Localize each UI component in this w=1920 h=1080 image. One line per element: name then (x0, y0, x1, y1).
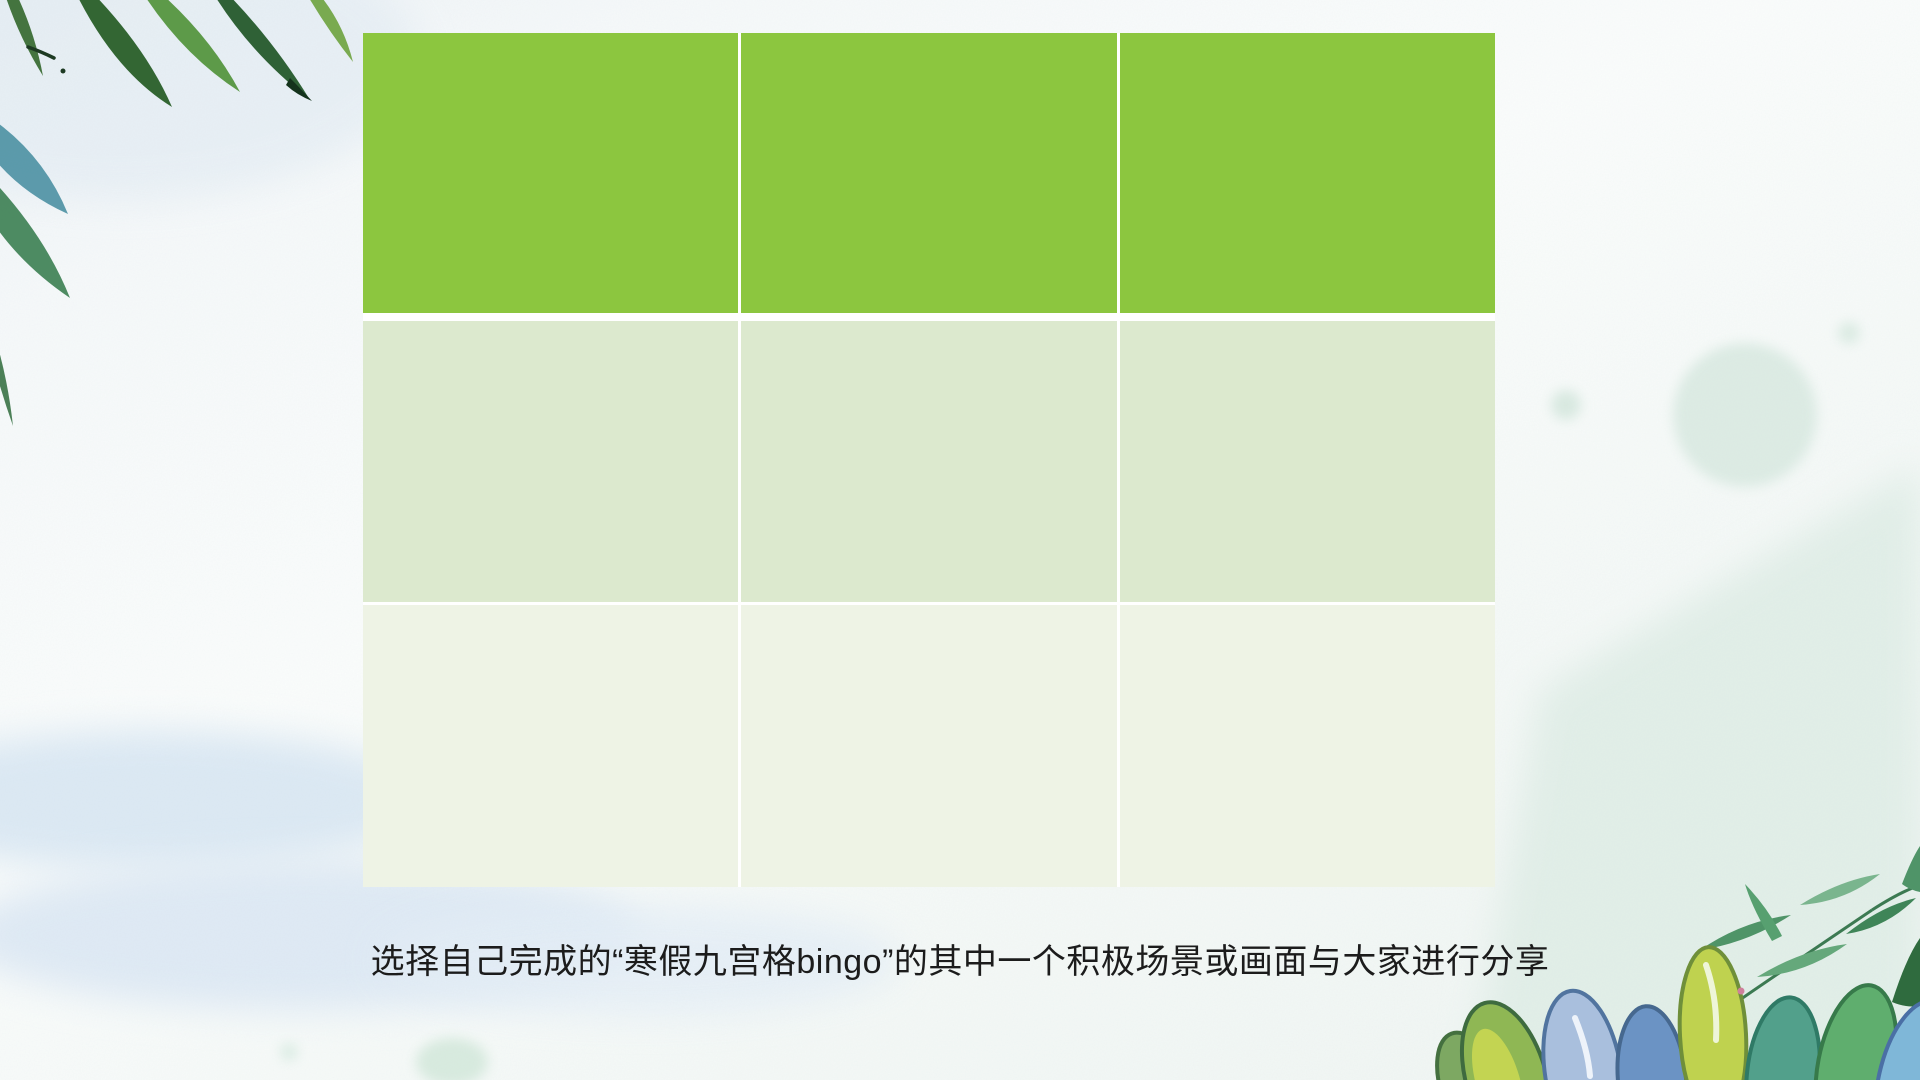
caption-text: 选择自己完成的“寒假九宫格bingo”的其中一个积极场景或画面与大家进行分享 (370, 943, 1550, 981)
bottom-right-watercolor-foliage (1435, 846, 1920, 1080)
bingo-cell-r3c1[interactable] (363, 605, 739, 887)
bingo-cell-r1c1[interactable] (363, 33, 739, 313)
bingo-cell-r2c3[interactable] (1119, 321, 1495, 602)
bingo-grid-row-1 (363, 33, 1495, 313)
bingo-grid-row-3 (363, 605, 1495, 887)
bingo-grid-table (363, 33, 1495, 887)
bingo-grid-row-2 (363, 321, 1495, 602)
bingo-cell-r1c2[interactable] (741, 33, 1117, 313)
bingo-cell-r2c2[interactable] (741, 321, 1117, 602)
bingo-cell-r2c1[interactable] (363, 321, 739, 602)
bingo-cell-r1c3[interactable] (1119, 33, 1495, 313)
top-left-watercolor-leaves (0, 0, 353, 426)
bingo-cell-r3c3[interactable] (1119, 605, 1495, 887)
bingo-cell-r3c2[interactable] (741, 605, 1117, 887)
